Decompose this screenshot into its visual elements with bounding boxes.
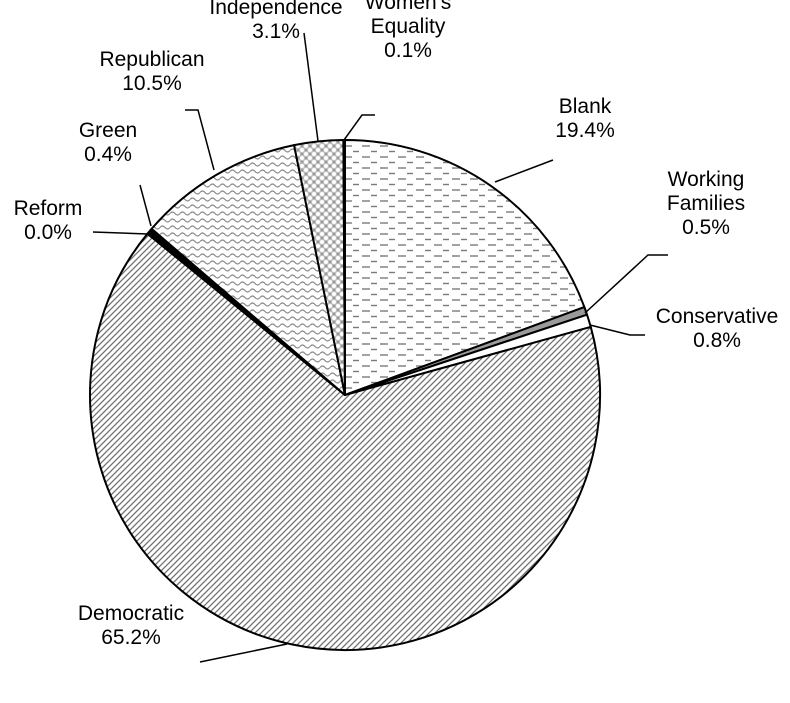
slice-label: Democratic 65.2% (78, 602, 184, 649)
leader-line (494, 159, 554, 183)
pie-slice-democratic (89, 232, 601, 651)
leader-line (584, 254, 668, 314)
leader-line (185, 109, 215, 171)
slice-label-line: Green (79, 119, 137, 142)
slice-label-line: Blank (559, 95, 612, 118)
slice-label: Working Families 0.5% (667, 168, 745, 239)
slice-label-line: 65.2% (101, 626, 161, 649)
slice-label-line: 0.8% (693, 329, 741, 352)
slice-label-line: 10.5% (122, 72, 182, 95)
pie-slices (89, 139, 601, 651)
slice-label-line: 0.5% (682, 216, 730, 239)
slice-label-line: Women's (365, 0, 451, 14)
leader-line (92, 231, 149, 235)
leader-line (589, 324, 645, 336)
slice-label: Republican 10.5% (99, 48, 204, 95)
pie-slice-blank (344, 139, 586, 396)
leader-line (343, 114, 375, 141)
slice-label-line: Independence (209, 0, 342, 19)
slice-label-line: 0.4% (84, 143, 132, 166)
leader-line (199, 643, 288, 663)
slice-label-line: 19.4% (555, 119, 615, 142)
pie-slice-republican (150, 144, 346, 396)
slice-label: Green 0.4% (79, 119, 137, 166)
slice-label: Independence 3.1% (209, 0, 342, 43)
leader-line (303, 32, 319, 142)
slice-labels: Blank 19.4% Working Families 0.5% Conservativ… (14, 0, 779, 649)
leader-line (139, 184, 152, 227)
slice-label-line: Families (667, 192, 745, 215)
slice-label-line: Conservative (656, 305, 779, 328)
slice-label: Women's Equality 0.1% (365, 0, 451, 62)
slice-label-line: Working (668, 168, 745, 191)
leader-lines (92, 32, 668, 663)
slice-label-line: 3.1% (252, 20, 300, 43)
slice-label-line: Reform (14, 197, 83, 220)
slice-label-line: Equality (371, 15, 446, 38)
slice-label-line: 0.0% (24, 221, 72, 244)
slice-label-line: 0.1% (384, 39, 432, 62)
slice-label: Conservative 0.8% (656, 305, 779, 352)
slice-label-line: Democratic (78, 602, 184, 625)
slice-label-line: Republican (99, 48, 204, 71)
slice-label: Blank 19.4% (555, 95, 615, 142)
slice-label: Reform 0.0% (14, 197, 83, 244)
